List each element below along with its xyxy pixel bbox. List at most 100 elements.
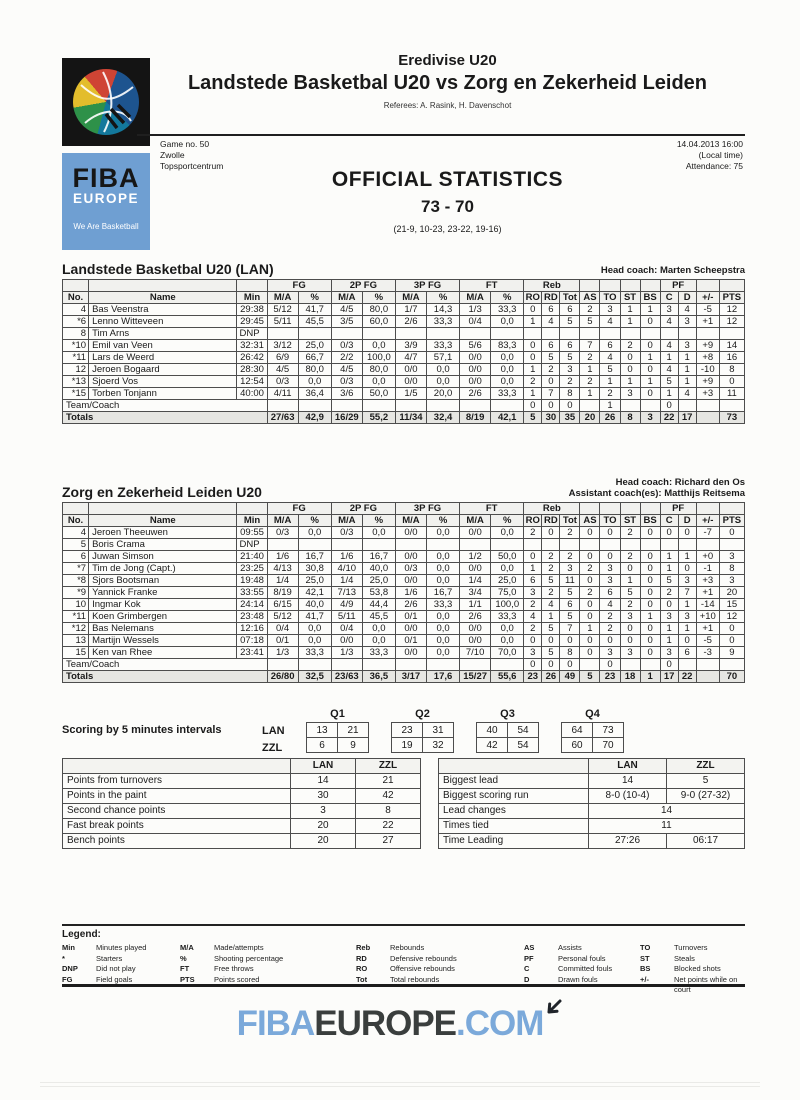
stat-cell: 3/9: [394, 339, 428, 352]
stat-cell: 25,0: [490, 573, 525, 587]
stat-cell: 1: [599, 375, 621, 388]
player-row: *13 Sjoerd Vos 12:54 0/3 0,0 0/3 0,0 0/0 0,0 0/0 0…: [61, 375, 746, 388]
stat-cell: 4: [659, 363, 679, 376]
stat-cell: -3: [695, 645, 720, 659]
stat-cell: 3: [523, 585, 543, 599]
stat-cell: 16/29: [330, 411, 363, 424]
player-number: *11: [61, 351, 90, 364]
column-header: M/A: [394, 291, 428, 304]
column-group-header: FG: [266, 279, 332, 292]
stat-cell: 3: [619, 387, 641, 400]
stat-cell: 1: [523, 315, 543, 328]
stat-cell: 1: [619, 375, 641, 388]
stat-cell: 100,0: [361, 351, 396, 364]
stat-cell: 2/6: [394, 315, 428, 328]
stat-cell: [541, 327, 561, 340]
column-header: TO: [599, 513, 621, 527]
legend-item: AS Assists: [524, 943, 640, 954]
stat-cell: 0,0: [490, 363, 525, 376]
stat-cell: 3: [659, 609, 679, 623]
player-name: Jeroen Theeuwen: [88, 525, 238, 539]
quarter-header: Q1: [330, 708, 345, 720]
column-header: TO: [599, 291, 621, 304]
mini-lan-value: 27:26: [588, 833, 667, 849]
column-header: +/-: [695, 291, 720, 304]
legend-abbr: RD: [356, 953, 367, 963]
stat-cell: 0: [579, 645, 601, 659]
column-header: M/A: [330, 513, 363, 527]
stat-cell: [490, 537, 525, 551]
player-number: 5: [61, 537, 90, 551]
player-number: *13: [61, 375, 90, 388]
stat-cell: 0/3: [394, 561, 428, 575]
stat-cell: 0: [523, 657, 543, 671]
team1-stats-table: FG 2P FG 3P FG FT Reb PF No. Name Min M/A% M/A% M/A…: [61, 279, 746, 424]
legend-item: ST Steals: [640, 954, 745, 965]
stat-cell: 5: [541, 621, 561, 635]
footer-europe: EUROPE: [314, 1004, 457, 1043]
row-label: Team/Coach: [62, 399, 268, 412]
stat-cell: 0/0: [459, 633, 492, 647]
stat-cell: 0: [639, 363, 661, 376]
stat-cell: 0: [523, 303, 543, 316]
stat-cell: [619, 399, 641, 412]
stat-cell: 0: [523, 339, 543, 352]
stat-cell: 5: [559, 315, 581, 328]
stat-cell: 42,9: [297, 411, 332, 424]
stat-cell: [459, 327, 492, 340]
stat-cell: 0: [559, 633, 581, 647]
stat-cell: 11/34: [394, 411, 428, 424]
mini-zzl-value: 8: [355, 803, 421, 819]
legend-item: % Shooting percentage: [180, 954, 356, 965]
mini-zzl-value: 06:17: [666, 833, 745, 849]
stat-cell: 0,0: [361, 621, 396, 635]
column-header: ST: [619, 513, 641, 527]
column-header: %: [297, 291, 332, 304]
stat-cell: +9: [695, 375, 720, 388]
stat-cell: 0,0: [425, 525, 461, 539]
stat-cell: 0,0: [425, 549, 461, 563]
stat-cell: 3: [619, 645, 641, 659]
stat-cell: 3/4: [459, 585, 492, 599]
stat-cell: 1: [677, 351, 697, 364]
stat-cell: 23: [523, 669, 543, 683]
legend-item: FG Field goals: [62, 975, 180, 986]
stat-cell: [619, 657, 641, 671]
mini-header: ZZL: [355, 758, 421, 774]
legend-desc: Committed fouls: [558, 964, 613, 973]
mini-row-label: Fast break points: [62, 818, 291, 834]
local-time-note: (Local time): [698, 150, 743, 161]
stat-cell: 5: [599, 363, 621, 376]
stat-cell: [677, 537, 697, 551]
stat-cell: [266, 327, 299, 340]
scoring-team-zzl: ZZL: [262, 742, 283, 754]
stat-cell: 2: [599, 387, 621, 400]
stat-cell: 1: [659, 387, 679, 400]
competition-title: Eredivise U20: [398, 52, 497, 69]
stat-cell: 2: [523, 375, 543, 388]
player-row: *6 Lenno Witteveen 29:45 5/11 45,5 3/5 60,0 2/6…: [61, 315, 746, 328]
stat-cell: 4/13: [266, 561, 299, 575]
stat-cell: [490, 399, 525, 412]
stat-cell: 0/0: [459, 621, 492, 635]
stat-cell: 2: [579, 585, 601, 599]
stat-cell: 5: [559, 351, 581, 364]
stat-cell: 3: [559, 363, 581, 376]
player-row: *11 Lars de Weerd 26:42 6/9 66,7 2/2 100,0 4/7 5…: [61, 351, 746, 364]
stat-cell: 4: [541, 597, 561, 611]
match-title: Landstede Basketbal U20 vs Zorg en Zeker…: [187, 72, 708, 94]
quarter-score-row: 60 70: [561, 737, 624, 753]
legend-desc: Blocked shots: [674, 964, 721, 973]
stat-cell: [695, 327, 720, 340]
stat-cell: 0: [619, 351, 641, 364]
stat-cell: 0: [599, 633, 621, 647]
legend-desc: Starters: [96, 953, 123, 963]
legend-desc: Net points while on court: [674, 974, 738, 995]
quarter-score-cell: 40: [476, 722, 508, 738]
stat-cell: 0,0: [425, 621, 461, 635]
column-group-header: [619, 279, 641, 292]
legend-desc: Defensive rebounds: [390, 953, 457, 963]
column-group-header: [639, 501, 661, 515]
column-header: RD: [541, 291, 561, 304]
stat-cell: 3/6: [330, 387, 363, 400]
